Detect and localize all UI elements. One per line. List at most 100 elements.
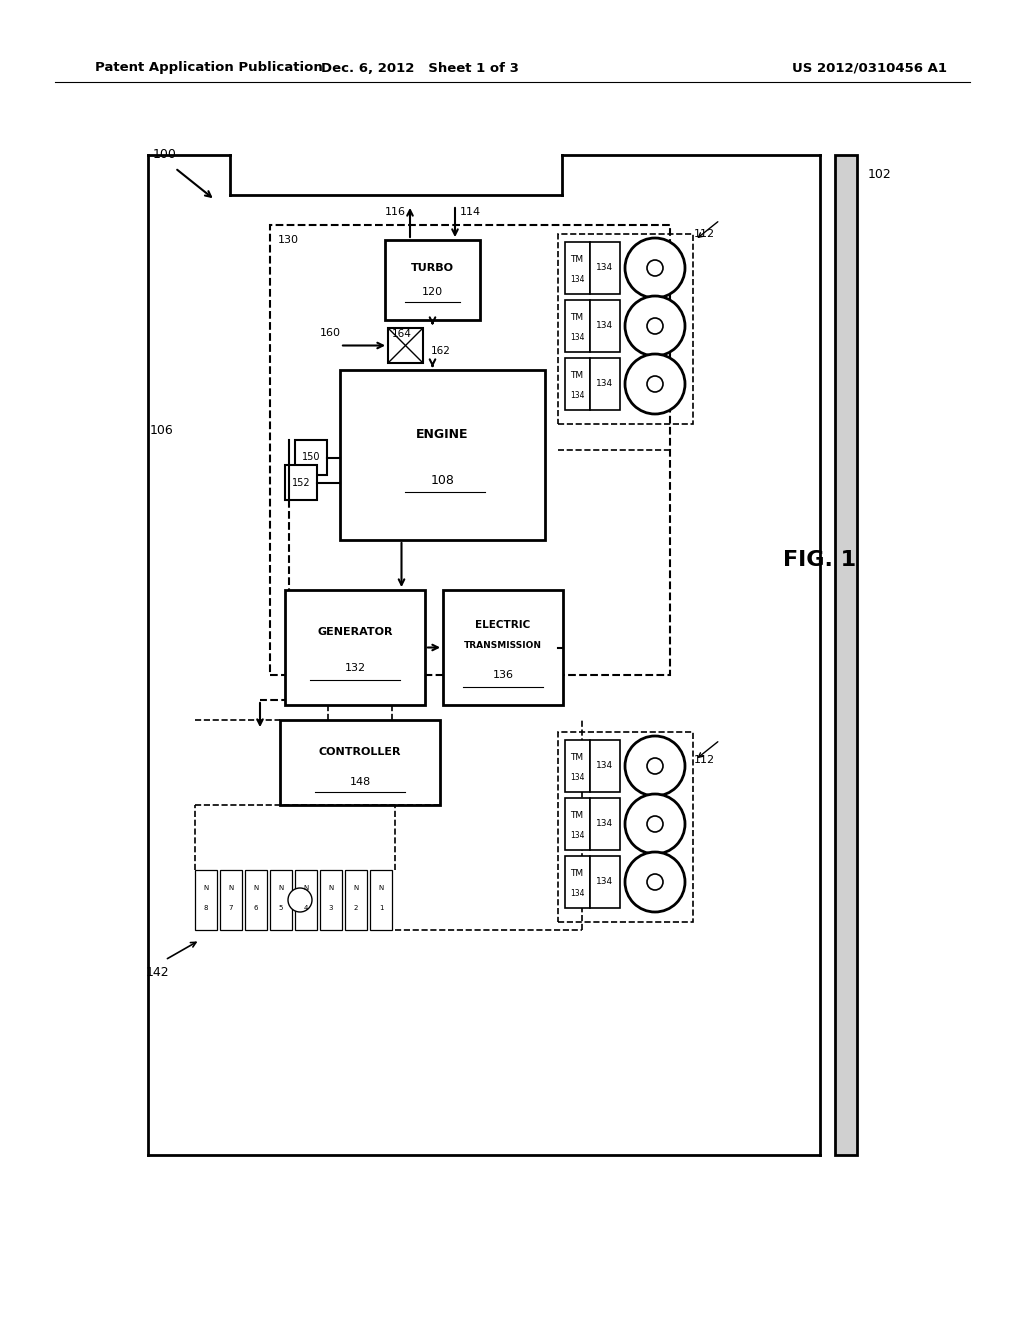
Text: 134: 134 <box>569 334 585 342</box>
Circle shape <box>647 758 663 774</box>
Bar <box>565 855 590 908</box>
Circle shape <box>625 238 685 298</box>
Text: 134: 134 <box>596 322 613 330</box>
Bar <box>195 870 217 931</box>
Bar <box>285 590 425 705</box>
Bar <box>385 240 480 319</box>
Text: TM: TM <box>570 314 584 322</box>
Circle shape <box>625 296 685 356</box>
Text: 5: 5 <box>279 906 284 911</box>
Bar <box>295 440 327 475</box>
Bar <box>590 799 620 850</box>
Text: 136: 136 <box>493 671 513 680</box>
Bar <box>835 154 857 1155</box>
Bar <box>565 799 590 850</box>
Text: 132: 132 <box>344 663 366 673</box>
Text: FIG. 1: FIG. 1 <box>783 550 856 570</box>
Text: 130: 130 <box>278 235 299 246</box>
Bar <box>558 733 693 921</box>
Text: 112: 112 <box>693 755 715 766</box>
Text: 134: 134 <box>596 820 613 829</box>
Text: 134: 134 <box>596 264 613 272</box>
Circle shape <box>625 851 685 912</box>
Text: 134: 134 <box>596 380 613 388</box>
Circle shape <box>625 354 685 414</box>
Circle shape <box>288 888 312 912</box>
Circle shape <box>625 795 685 854</box>
Bar <box>590 300 620 352</box>
Text: TURBO: TURBO <box>411 263 454 273</box>
Text: TM: TM <box>570 754 584 763</box>
Bar <box>270 224 670 675</box>
Bar <box>388 327 423 363</box>
Text: 142: 142 <box>145 965 169 978</box>
Text: 120: 120 <box>422 286 443 297</box>
Bar <box>443 590 563 705</box>
Text: N: N <box>228 884 233 891</box>
Bar <box>345 870 367 931</box>
Text: 148: 148 <box>349 777 371 787</box>
Text: 112: 112 <box>693 228 715 239</box>
Bar <box>590 855 620 908</box>
Bar <box>558 234 693 424</box>
Text: Patent Application Publication: Patent Application Publication <box>95 62 323 74</box>
Text: ENGINE: ENGINE <box>416 429 469 441</box>
Bar <box>565 300 590 352</box>
Text: 8: 8 <box>204 906 208 911</box>
Bar <box>340 370 545 540</box>
Text: 108: 108 <box>430 474 455 487</box>
Circle shape <box>625 737 685 796</box>
Text: N: N <box>204 884 209 891</box>
Bar <box>565 242 590 294</box>
Text: TM: TM <box>570 870 584 879</box>
Bar <box>319 870 342 931</box>
Text: CONTROLLER: CONTROLLER <box>318 747 401 756</box>
Text: 134: 134 <box>569 832 585 841</box>
Text: 116: 116 <box>384 207 406 216</box>
Text: ELECTRIC: ELECTRIC <box>475 620 530 630</box>
Text: TRANSMISSION: TRANSMISSION <box>464 640 542 649</box>
Text: 134: 134 <box>569 276 585 285</box>
Text: 134: 134 <box>569 774 585 783</box>
Text: 100: 100 <box>153 149 177 161</box>
Text: 2: 2 <box>354 906 358 911</box>
Text: TM: TM <box>570 371 584 380</box>
Text: 134: 134 <box>596 762 613 771</box>
Text: 150: 150 <box>302 453 321 462</box>
Circle shape <box>647 318 663 334</box>
Text: 7: 7 <box>228 906 233 911</box>
Text: 152: 152 <box>292 478 310 487</box>
Bar <box>285 465 317 500</box>
Text: GENERATOR: GENERATOR <box>317 627 393 638</box>
Text: N: N <box>279 884 284 891</box>
Text: N: N <box>253 884 259 891</box>
Bar <box>270 870 292 931</box>
Bar <box>220 870 242 931</box>
Text: 4: 4 <box>304 906 308 911</box>
Circle shape <box>647 376 663 392</box>
Bar <box>565 741 590 792</box>
Text: 102: 102 <box>868 169 892 181</box>
Circle shape <box>647 260 663 276</box>
Text: 134: 134 <box>569 890 585 899</box>
Text: 106: 106 <box>151 424 174 437</box>
Bar <box>590 741 620 792</box>
Text: 160: 160 <box>319 329 341 338</box>
Text: 162: 162 <box>431 346 451 356</box>
Text: TM: TM <box>570 256 584 264</box>
Bar <box>280 719 440 805</box>
Text: N: N <box>329 884 334 891</box>
Bar <box>565 358 590 411</box>
Text: N: N <box>353 884 358 891</box>
Circle shape <box>647 816 663 832</box>
Text: N: N <box>303 884 308 891</box>
Bar <box>295 870 317 931</box>
Text: 134: 134 <box>596 878 613 887</box>
Text: 164: 164 <box>392 329 412 339</box>
Text: Dec. 6, 2012   Sheet 1 of 3: Dec. 6, 2012 Sheet 1 of 3 <box>322 62 519 74</box>
Circle shape <box>647 874 663 890</box>
Bar <box>370 870 392 931</box>
Bar <box>590 242 620 294</box>
Text: TM: TM <box>570 812 584 821</box>
Bar <box>245 870 267 931</box>
